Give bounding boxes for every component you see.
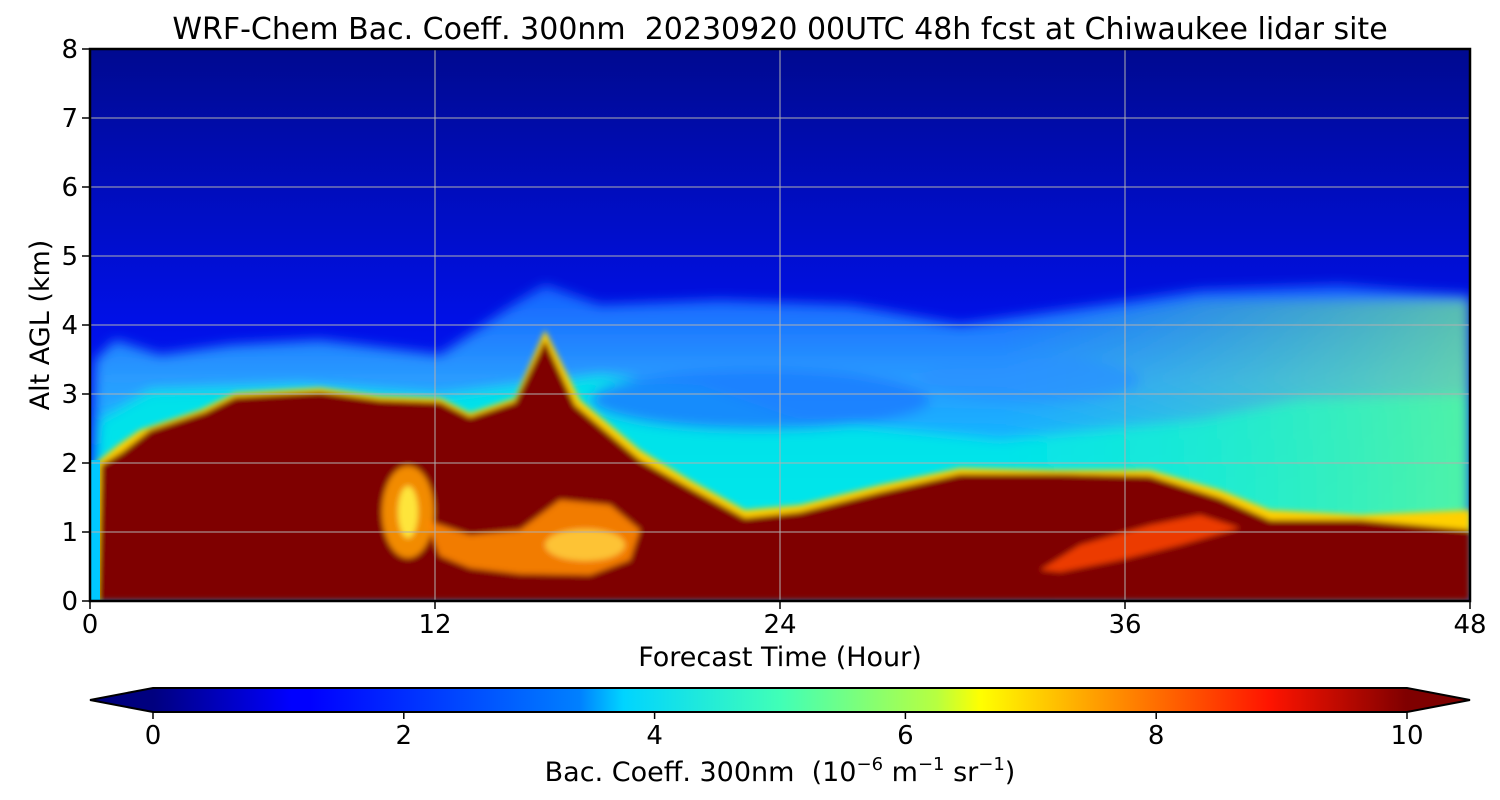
y-tick-label: 6	[61, 173, 78, 203]
x-tick-label: 12	[418, 610, 451, 640]
colorbar-label: Bac. Coeff. 300nm (10−6 m−1 sr−1)	[545, 754, 1016, 788]
y-tick-label: 0	[61, 587, 78, 617]
chart-title: WRF-Chem Bac. Coeff. 300nm 20230920 00UT…	[172, 12, 1387, 47]
colorbar-tick-label: 10	[1390, 721, 1423, 751]
x-tick-label: 24	[763, 610, 796, 640]
colorbar-tick-label: 6	[897, 721, 914, 751]
low-value-pocket-1-core	[398, 486, 418, 538]
x-tick-label: 0	[82, 610, 99, 640]
blue-pocket-right	[920, 358, 1140, 402]
colorbar-tick-label: 2	[396, 721, 413, 751]
colorbar-tick-label: 0	[145, 721, 162, 751]
colorbar-ticks: 0 2 4 6 8 10	[145, 712, 1424, 751]
x-axis: 0 12 24 36 48	[82, 601, 1487, 640]
x-tick-label: 48	[1453, 610, 1486, 640]
colorbar-extend-low	[90, 688, 153, 712]
y-axis-label: Alt AGL (km)	[25, 240, 56, 411]
low-value-pocket-2-core	[545, 529, 625, 561]
y-tick-label: 8	[61, 35, 78, 65]
low-value-pocket-3	[1040, 515, 1240, 572]
x-tick-label: 36	[1108, 610, 1141, 640]
colorbar-ramp	[153, 688, 1407, 712]
left-edge-strip	[90, 460, 100, 601]
blue-pocket-mid	[590, 370, 930, 430]
x-axis-label: Forecast Time (Hour)	[638, 642, 922, 673]
colorbar-tick-label: 4	[646, 721, 663, 751]
colorbar: 0 2 4 6 8 10 Bac. Coeff. 300nm (10−6 m−1 sr−1…	[89, 687, 1471, 788]
y-tick-label: 1	[61, 518, 78, 548]
y-tick-label: 3	[61, 380, 78, 410]
colorbar-extend-high	[1407, 688, 1470, 712]
y-tick-label: 4	[61, 311, 78, 341]
y-tick-label: 5	[61, 242, 78, 272]
y-tick-label: 2	[61, 449, 78, 479]
colorbar-tick-label: 8	[1148, 721, 1165, 751]
y-axis: 0 1 2 3 4 5 6 7 8	[61, 35, 90, 617]
y-tick-label: 7	[61, 104, 78, 134]
